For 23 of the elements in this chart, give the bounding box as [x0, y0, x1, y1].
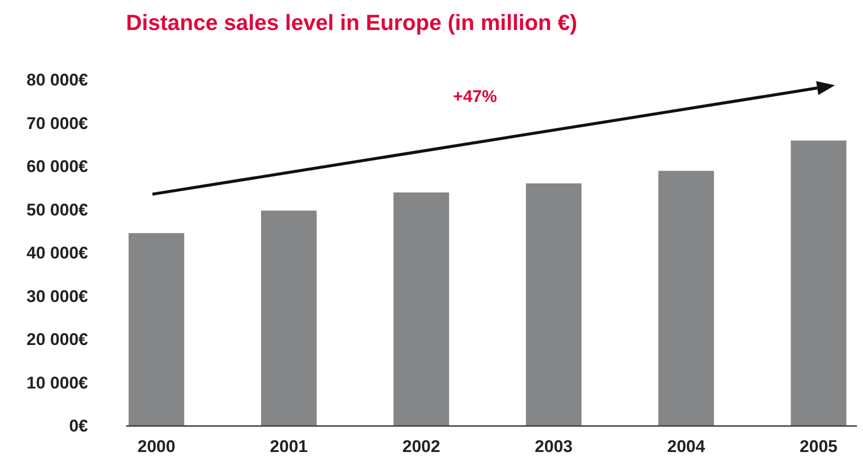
y-tick-label: 30 000€ [26, 286, 89, 306]
y-tick-label: 60 000€ [26, 157, 89, 176]
x-tick-label: 2005 [800, 437, 838, 456]
y-tick-label: 10 000€ [26, 373, 89, 392]
chart-title: Distance sales level in Europe (in million €) [126, 10, 578, 35]
y-tick-label: 0€ [69, 416, 89, 436]
bar [526, 183, 582, 426]
y-tick-label: 70 000€ [26, 114, 89, 133]
y-tick-label: 20 000€ [26, 330, 89, 349]
annotation: +47% [453, 87, 497, 106]
bar [393, 192, 450, 426]
y-tick-label: 50 000€ [26, 200, 89, 220]
bar [128, 233, 184, 426]
x-tick-label: 2001 [270, 437, 308, 456]
x-tick-label: 2000 [137, 437, 176, 456]
bar [658, 170, 714, 426]
y-tick-label: 80 000€ [26, 70, 89, 90]
x-tick-label: 2003 [534, 437, 573, 456]
bar [261, 210, 317, 426]
x-tick-label: 2002 [402, 437, 440, 456]
x-tick-label: 2004 [667, 437, 706, 456]
bar [790, 140, 846, 426]
y-tick-label: 40 000€ [26, 244, 89, 262]
